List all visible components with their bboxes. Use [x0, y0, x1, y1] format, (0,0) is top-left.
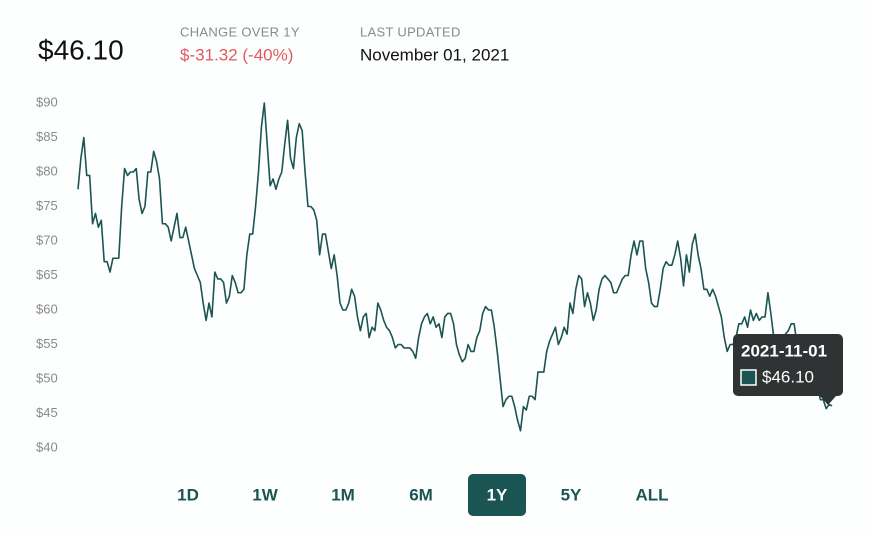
range-button[interactable]: 1W	[252, 485, 278, 504]
range-button-label[interactable]: ALL	[635, 485, 668, 504]
range-buttons: 1D 1W 1M 6M 1Y 5Y ALL	[177, 474, 669, 516]
range-button-label[interactable]: 1Y	[487, 485, 508, 504]
tooltip-arrow	[820, 396, 836, 405]
range-button[interactable]: ALL	[635, 485, 668, 504]
y-tick-label: $45	[36, 405, 58, 420]
y-tick-label: $75	[36, 198, 58, 213]
y-tick-label: $55	[36, 336, 58, 351]
y-tick-label: $70	[36, 232, 58, 247]
range-button[interactable]: 1Y	[468, 474, 526, 516]
tooltip: 2021-11-01 $46.10	[733, 334, 843, 405]
tooltip-value: $46.10	[762, 367, 814, 386]
range-button-label[interactable]: 6M	[409, 485, 433, 504]
range-button-label[interactable]: 1M	[331, 485, 355, 504]
change-value: $-31.32 (-40%)	[180, 45, 293, 64]
range-button[interactable]: 1M	[331, 485, 355, 504]
tooltip-box	[733, 334, 843, 396]
range-button[interactable]: 5Y	[561, 485, 582, 504]
range-button-label[interactable]: 1W	[252, 485, 278, 504]
updated-label: LAST UPDATED	[360, 24, 461, 39]
price: $46.10	[38, 34, 124, 65]
y-tick-label: $90	[36, 94, 58, 109]
range-button-label[interactable]: 5Y	[561, 485, 582, 504]
range-button-label[interactable]: 1D	[177, 485, 199, 504]
updated-value: November 01, 2021	[360, 45, 509, 64]
y-tick-label: $85	[36, 129, 58, 144]
price-line	[77, 102, 833, 432]
range-button-bg[interactable]	[468, 474, 526, 516]
range-button[interactable]: 1D	[177, 485, 199, 504]
y-tick-label: $40	[36, 439, 58, 454]
tooltip-swatch	[740, 369, 757, 386]
y-tick-label: $60	[36, 301, 58, 316]
change-label: CHANGE OVER 1Y	[180, 24, 300, 39]
y-tick-label: $50	[36, 370, 58, 385]
range-button[interactable]: 6M	[409, 485, 433, 504]
plot: $40 $45 $50 $55 $60 $65 $70 $75 $80 $85 $90	[36, 94, 833, 454]
y-tick-label: $80	[36, 163, 58, 178]
tooltip-date: 2021-11-01	[741, 341, 827, 360]
y-tick-label: $65	[36, 267, 58, 282]
